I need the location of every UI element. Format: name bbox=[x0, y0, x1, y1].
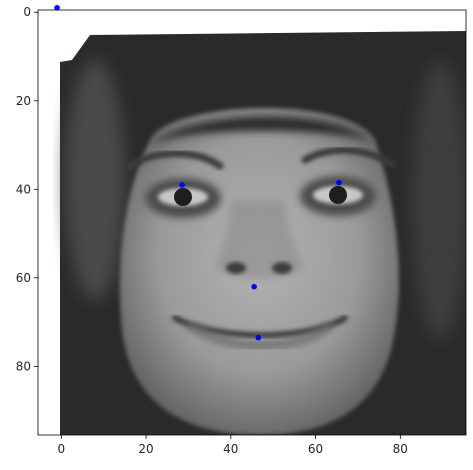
nose-shadow bbox=[215, 200, 305, 279]
forehead-hairline bbox=[150, 116, 372, 145]
x-tick-label: 40 bbox=[223, 442, 238, 456]
landmark-point bbox=[251, 283, 257, 290]
face-image bbox=[38, 10, 466, 435]
scatter-points bbox=[54, 4, 342, 341]
y-tick-label: 80 bbox=[16, 359, 31, 373]
y-tick-label: 20 bbox=[16, 94, 31, 108]
landmark-point bbox=[179, 182, 185, 188]
right-nostril bbox=[272, 262, 292, 274]
y-tick-label: 0 bbox=[23, 5, 31, 19]
x-tick-label: 0 bbox=[57, 442, 65, 456]
y-tick-label: 60 bbox=[16, 271, 31, 285]
left-nostril bbox=[226, 262, 246, 274]
lower-lip bbox=[186, 321, 334, 350]
right-iris bbox=[329, 186, 347, 204]
x-tick-label: 20 bbox=[138, 442, 153, 456]
y-tick-label: 40 bbox=[16, 182, 31, 196]
landmark-point bbox=[255, 334, 262, 341]
hair-highlight-left bbox=[65, 60, 125, 300]
hair-highlight-right bbox=[412, 60, 466, 340]
landmark-point bbox=[54, 4, 60, 11]
left-iris bbox=[174, 188, 192, 206]
x-tick-label: 80 bbox=[393, 442, 408, 456]
right-eyebrow bbox=[301, 146, 396, 169]
x-tick-label: 60 bbox=[308, 442, 323, 456]
axis-ticks: 0 20 40 60 80 0 20 40 60 80 bbox=[16, 5, 408, 456]
landmark-point bbox=[336, 179, 342, 186]
left-eyebrow bbox=[124, 149, 224, 172]
axes-frame bbox=[37, 9, 467, 436]
